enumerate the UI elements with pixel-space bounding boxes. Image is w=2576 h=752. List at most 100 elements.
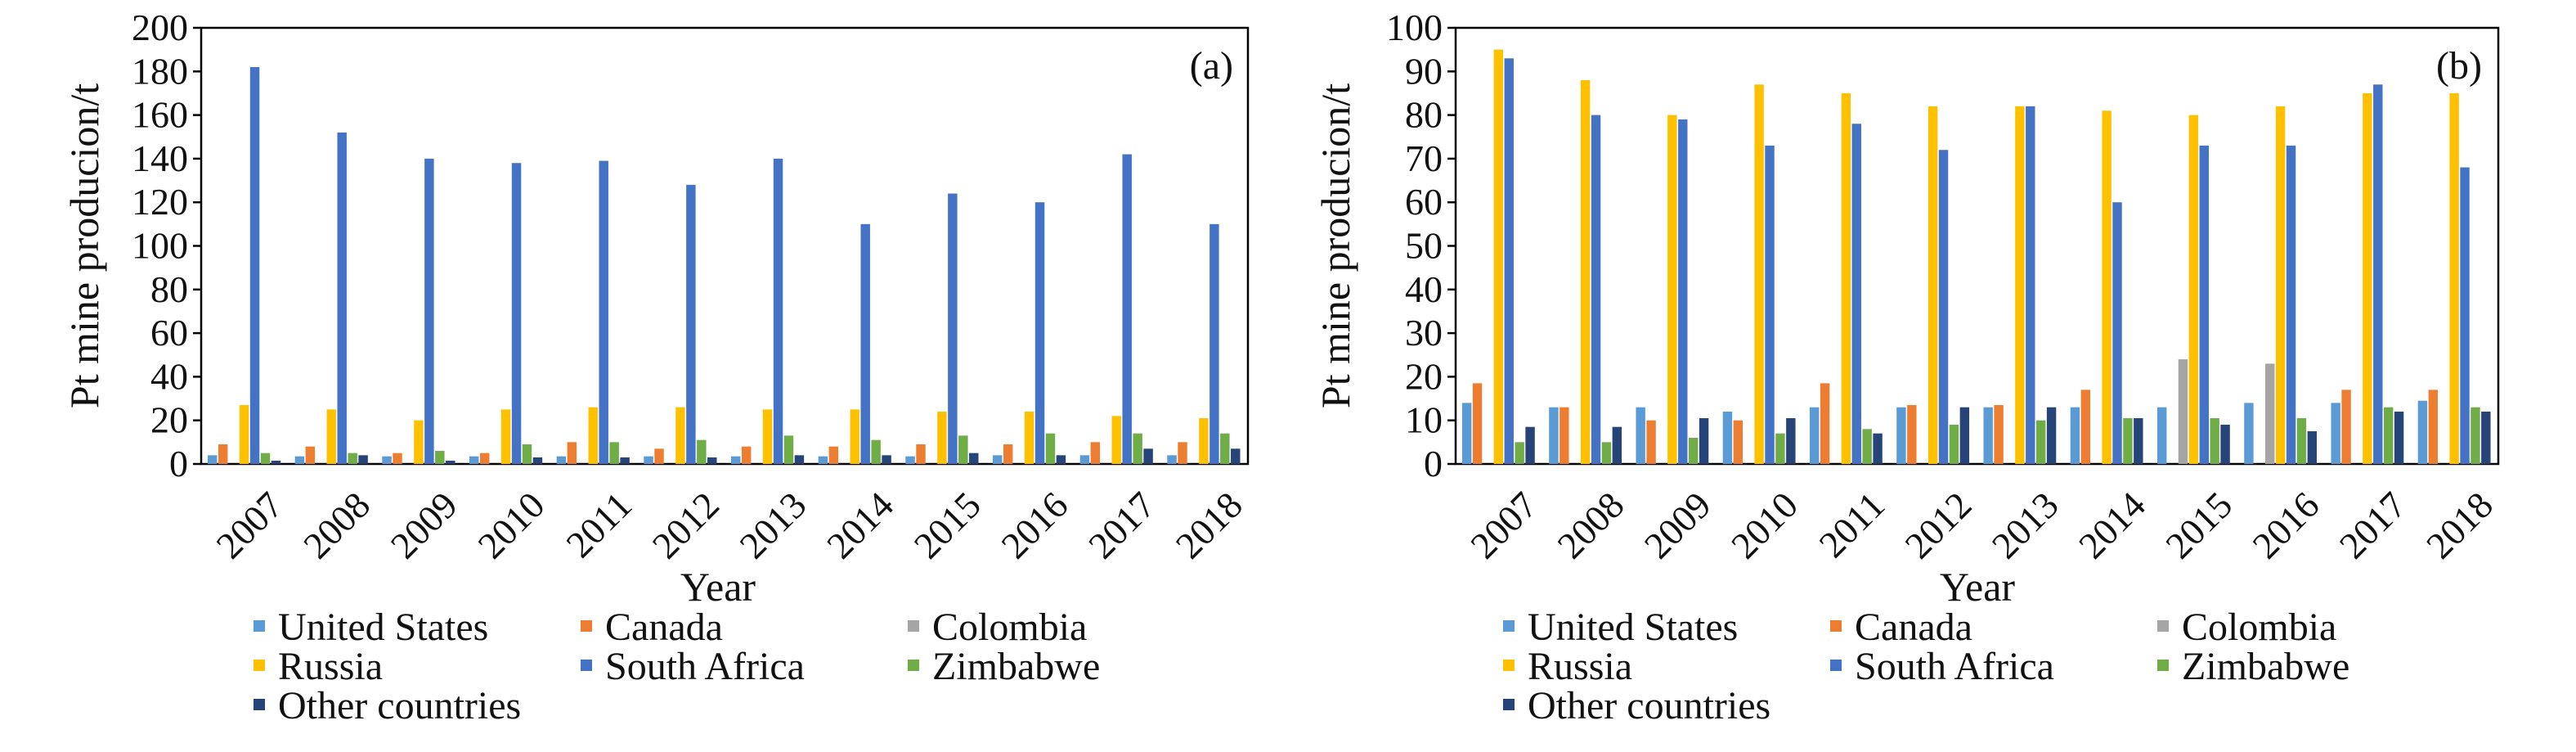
bar-russia [762, 409, 773, 464]
x-tick-label: 2010 [1723, 484, 1806, 566]
x-tick-label: 2018 [1168, 484, 1250, 566]
bar-canada [828, 446, 839, 464]
bar-united-states [2070, 407, 2080, 464]
bar-other-countries [1231, 448, 1241, 464]
bar-zimbabwe [1515, 442, 1524, 464]
bar-canada [1003, 444, 1013, 464]
x-tick-label: 2007 [208, 484, 290, 566]
x-tick-label: 2009 [1636, 484, 1719, 566]
legend-swatch [254, 699, 265, 710]
bar-russia [414, 420, 424, 464]
y-tick-label: 30 [1405, 312, 1443, 353]
bar-canada [479, 453, 490, 464]
legend-swatch [1503, 699, 1515, 710]
bar-russia [2102, 110, 2112, 464]
bar-russia [2015, 106, 2025, 464]
bar-other-countries [1143, 448, 1153, 464]
bar-south-africa [948, 193, 958, 465]
legend-entry: Other countries [278, 684, 521, 727]
bar-south-africa [337, 132, 347, 465]
bar-zimbabwe [1045, 433, 1056, 464]
bar-united-states [818, 456, 828, 464]
y-tick-label: 140 [132, 137, 188, 179]
bar-united-states [556, 456, 567, 464]
x-tick-label: 2012 [1897, 484, 1980, 566]
legend-swatch [2157, 620, 2169, 632]
x-tick-label: 2011 [1811, 484, 1892, 565]
bar-zimbabwe [2123, 418, 2133, 464]
legend-entry: Colombia [932, 606, 1087, 649]
bar-russia [2363, 92, 2372, 464]
bar-other-countries [1699, 418, 1709, 464]
bar-canada [218, 444, 228, 464]
bar-united-states [1722, 412, 1733, 464]
bar-russia [1111, 416, 1121, 464]
legend-swatch [581, 620, 592, 632]
bar-russia [2449, 92, 2459, 464]
bar-other-countries [2481, 412, 2491, 464]
bar-other-countries [1056, 455, 1066, 464]
y-tick-label: 20 [1405, 355, 1443, 397]
bar-zimbabwe [871, 439, 881, 464]
y-tick-label: 60 [150, 312, 188, 353]
legend-swatch [1830, 660, 1842, 671]
bar-united-states [2417, 400, 2428, 464]
bar-united-states [2244, 403, 2254, 464]
bar-russia [850, 409, 859, 464]
bar-south-africa [1765, 145, 1775, 464]
bar-russia [937, 412, 947, 464]
bar-russia [2188, 115, 2199, 464]
legend-swatch [1503, 660, 1515, 671]
bar-canada [1820, 383, 1830, 464]
panel-label: (b) [2436, 44, 2482, 88]
x-tick-label: 2013 [731, 484, 814, 566]
bar-other-countries [446, 461, 456, 464]
x-tick-label: 2012 [644, 484, 727, 566]
x-tick-label: 2015 [2157, 484, 2240, 566]
bar-canada [1907, 405, 1917, 464]
bar-colombia [2178, 359, 2188, 464]
bar-united-states [1896, 407, 1906, 464]
bar-united-states [294, 456, 305, 464]
bar-zimbabwe [2210, 418, 2219, 464]
y-tick-label: 40 [150, 355, 188, 397]
bar-canada [305, 446, 316, 464]
bar-canada [1090, 442, 1101, 464]
y-axis-label: Pt mine producion/t [61, 83, 107, 408]
bar-united-states [905, 456, 915, 464]
bar-russia [239, 405, 249, 464]
bar-zimbabwe [2383, 407, 2394, 464]
x-tick-label: 2011 [558, 484, 640, 565]
x-tick-label: 2018 [2418, 484, 2501, 566]
bar-south-africa [2026, 106, 2035, 464]
bar-south-africa [2286, 145, 2296, 464]
bar-canada [2428, 390, 2439, 464]
legend-entry: Colombia [2182, 606, 2336, 649]
bar-south-africa [1851, 124, 1861, 464]
bar-zimbabwe [522, 444, 532, 464]
legend-entry: United States [1528, 606, 1738, 649]
bar-zimbabwe [260, 453, 271, 464]
bar-russia [588, 407, 598, 464]
bar-other-countries [1873, 433, 1883, 464]
x-axis-label: Year [680, 564, 756, 610]
bar-canada [1560, 407, 1569, 464]
bar-zimbabwe [2035, 420, 2046, 464]
y-tick-label: 50 [1405, 225, 1443, 267]
x-tick-label: 2016 [2245, 484, 2327, 566]
y-tick-label: 100 [132, 225, 188, 267]
bar-united-states [993, 455, 1003, 464]
bar-united-states [1461, 403, 1472, 464]
bar-south-africa [1678, 119, 1688, 464]
bar-russia [1024, 412, 1034, 464]
bar-russia [1580, 79, 1591, 465]
bar-united-states [1549, 407, 1559, 464]
legend-entry: Zimbabwe [2182, 645, 2349, 688]
bar-canada [1178, 442, 1187, 464]
bar-russia [1199, 418, 1209, 464]
bar-canada [2341, 390, 2351, 464]
bar-zimbabwe [958, 435, 968, 464]
